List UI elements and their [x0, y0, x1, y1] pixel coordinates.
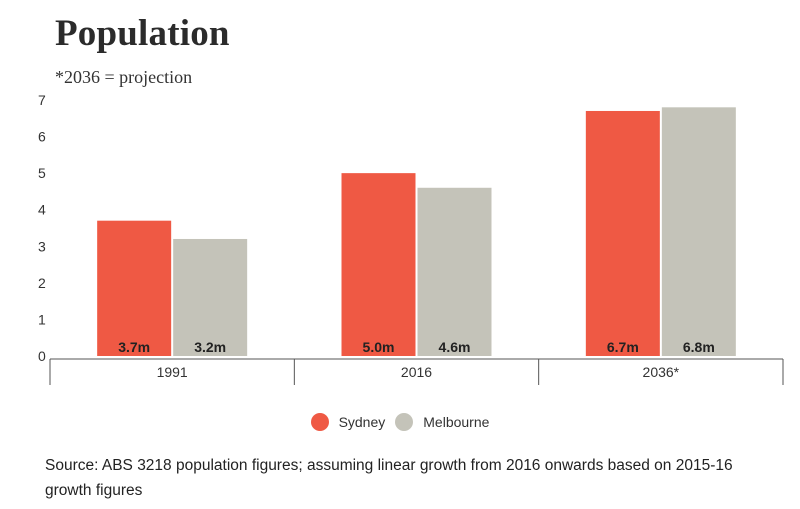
bar-melbourne-0 [173, 238, 248, 356]
bar-sydney-0 [97, 220, 172, 356]
bar-sydney-1 [341, 173, 416, 356]
legend-swatch-sydney [310, 413, 329, 431]
y-tick-label: 7 [38, 92, 46, 108]
x-tick-label: 2036* [643, 364, 680, 380]
y-tick-label: 0 [38, 348, 46, 364]
chart-subtitle: *2036 = projection [55, 67, 193, 87]
y-tick-label: 5 [38, 165, 46, 181]
x-tick-label: 1991 [157, 364, 188, 380]
data-label: 6.7m [607, 339, 639, 355]
legend-label-sydney: Sydney [338, 414, 386, 430]
data-label: 5.0m [363, 339, 395, 355]
y-tick-label: 4 [38, 202, 46, 218]
y-tick-label: 2 [38, 275, 46, 291]
bar-melbourne-1 [417, 187, 492, 356]
legend: Sydney Melbourne [0, 413, 800, 431]
bar-melbourne-2 [661, 107, 736, 356]
data-label: 4.6m [439, 339, 471, 355]
legend-item-sydney[interactable]: Sydney [310, 413, 386, 431]
source-note: Source: ABS 3218 population figures; ass… [45, 457, 733, 499]
chart-title: Population [55, 13, 230, 54]
legend-item-melbourne[interactable]: Melbourne [395, 413, 489, 431]
data-label: 3.2m [194, 339, 226, 355]
data-label: 6.8m [683, 339, 715, 355]
y-tick-label: 6 [38, 129, 46, 145]
legend-label-melbourne: Melbourne [423, 414, 490, 430]
bar-sydney-2 [585, 110, 660, 356]
y-tick-label: 3 [38, 238, 46, 254]
x-tick-label: 2016 [401, 364, 432, 380]
y-tick-label: 1 [38, 311, 46, 327]
legend-swatch-melbourne [395, 413, 414, 431]
data-label: 3.7m [118, 339, 150, 355]
bar-chart: 0 1 2 3 4 5 6 7 3.7m 3.2m 5.0m 4.6m 6.7m 6.8m 1991 2016… [38, 92, 784, 385]
